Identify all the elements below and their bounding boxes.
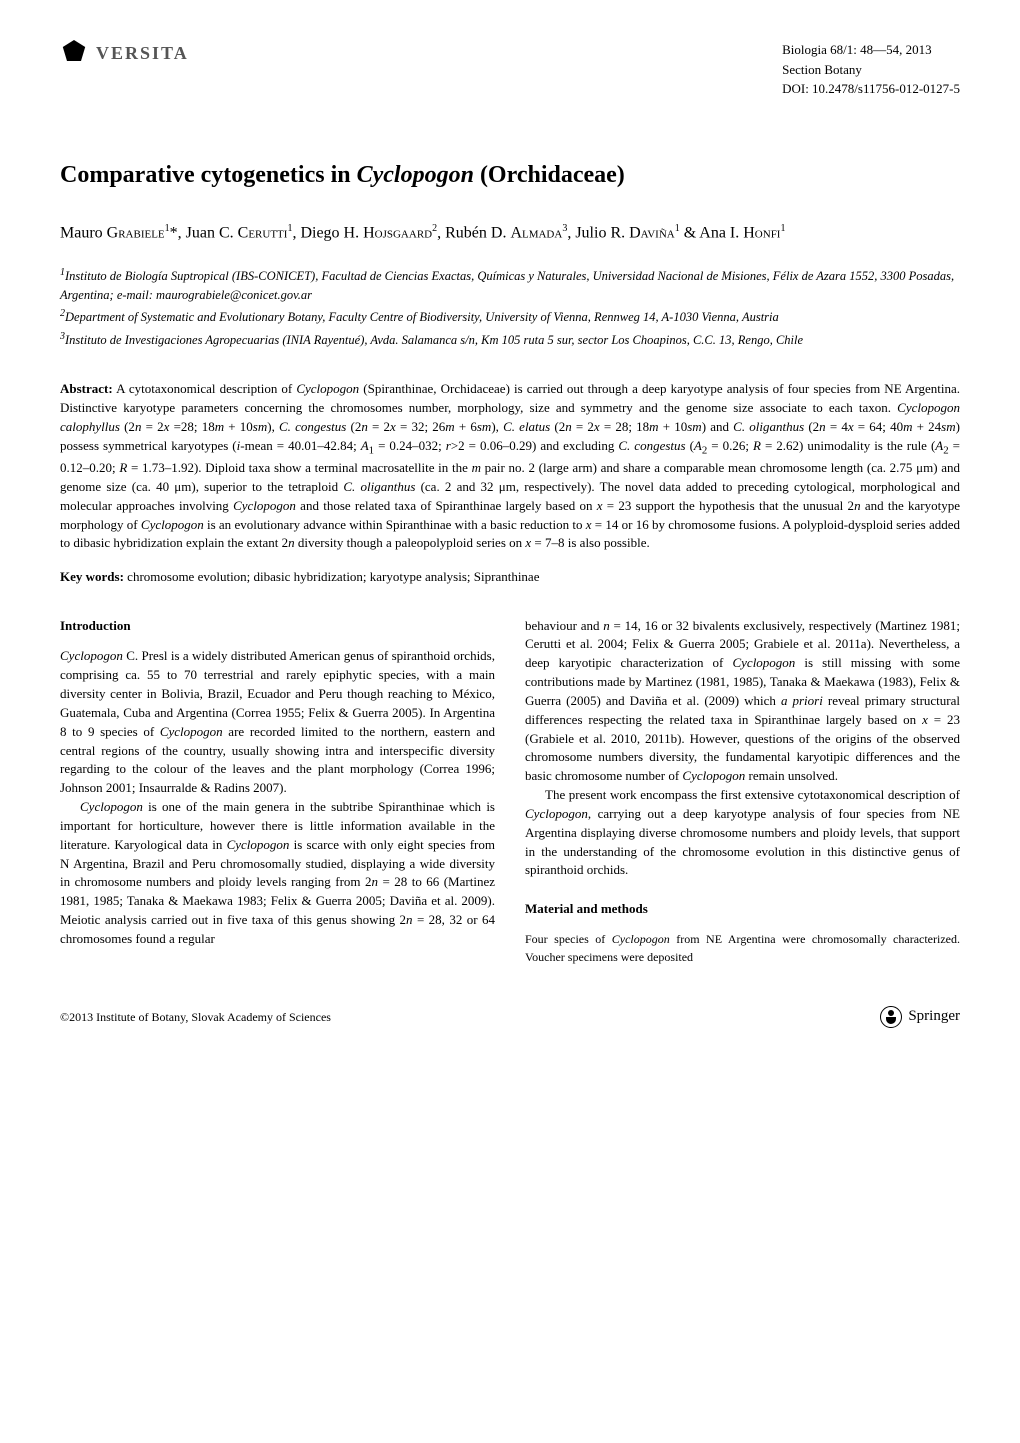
springer-text: Springer [908,1006,960,1027]
abstract-block: Abstract: A cytotaxonomical description … [60,380,960,553]
affiliation-1: 1Instituto de Biología Suptropical (IBS-… [60,265,960,305]
methods-heading: Material and methods [525,900,960,919]
journal-citation: Biologia 68/1: 48—54, 2013 [782,40,960,60]
affiliations-block: 1Instituto de Biología Suptropical (IBS-… [60,265,960,350]
abstract-text: A cytotaxonomical description of Cyclopo… [60,381,960,550]
header-row: VERSITA Biologia 68/1: 48—54, 2013 Secti… [60,40,960,99]
title-suffix: (Orchidaceae) [474,162,625,188]
left-column: Introduction Cyclopogon C. Presl is a wi… [60,617,495,966]
footer-row: ©2013 Institute of Botany, Slovak Academ… [60,1006,960,1028]
intro-paragraph-4: The present work encompass the first ext… [525,786,960,880]
affiliation-2: 2Department of Systematic and Evolutiona… [60,306,960,327]
right-column: behaviour and n = 14, 16 or 32 bivalents… [525,617,960,966]
publisher-logo: VERSITA [60,40,189,68]
journal-doi: DOI: 10.2478/s11756-012-0127-5 [782,79,960,99]
affiliation-3: 3Instituto de Investigaciones Agropecuar… [60,329,960,350]
keywords-block: Key words: chromosome evolution; dibasic… [60,568,960,586]
versita-text: VERSITA [96,41,189,66]
intro-paragraph-2: Cyclopogon is one of the main genera in … [60,798,495,949]
versita-icon [60,40,88,68]
keywords-text: chromosome evolution; dibasic hybridizat… [124,569,540,584]
copyright-text: ©2013 Institute of Botany, Slovak Academ… [60,1009,331,1026]
journal-section: Section Botany [782,60,960,80]
keywords-label: Key words: [60,569,124,584]
abstract-label: Abstract: [60,381,113,396]
springer-icon [880,1006,902,1028]
intro-paragraph-3: behaviour and n = 14, 16 or 32 bivalents… [525,617,960,787]
authors-line: Mauro Grabiele1*, Juan C. Cerutti1, Dieg… [60,222,960,245]
introduction-heading: Introduction [60,617,495,636]
journal-info: Biologia 68/1: 48—54, 2013 Section Botan… [782,40,960,99]
title-genus: Cyclopogon [357,162,474,188]
article-title: Comparative cytogenetics in Cyclopogon (… [60,159,960,193]
methods-paragraph-1: Four species of Cyclopogon from NE Argen… [525,931,960,966]
springer-logo: Springer [880,1006,960,1028]
title-prefix: Comparative cytogenetics in [60,162,357,188]
body-columns: Introduction Cyclopogon C. Presl is a wi… [60,617,960,966]
intro-paragraph-1: Cyclopogon C. Presl is a widely distribu… [60,647,495,798]
